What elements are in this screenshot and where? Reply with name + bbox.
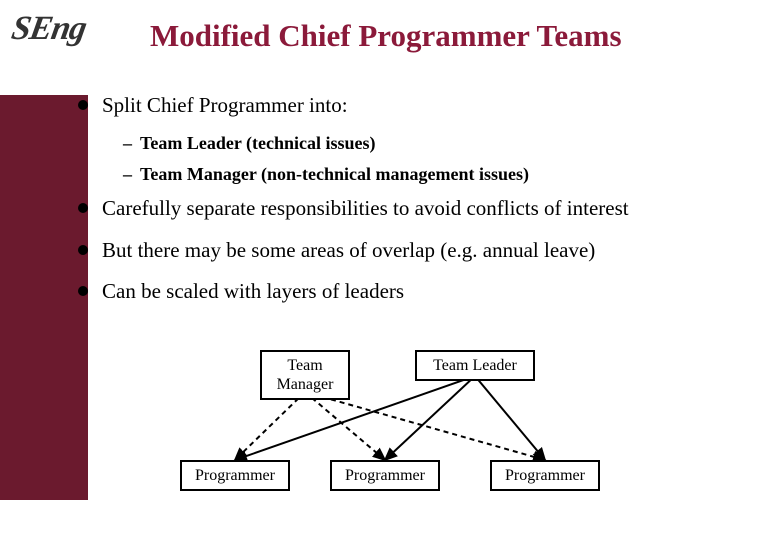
edge-tm-p3 bbox=[305, 392, 545, 460]
diagram-lines bbox=[150, 350, 650, 530]
edge-tl-p2 bbox=[385, 376, 475, 460]
sub-bullet-item: – Team Leader (technical issues) bbox=[123, 133, 768, 154]
bullet-icon bbox=[78, 203, 88, 213]
logo: SEng bbox=[9, 10, 89, 48]
dash-icon: – bbox=[123, 164, 132, 185]
bullet-item: Carefully separate responsibilities to a… bbox=[78, 195, 768, 222]
bullet-text: But there may be some areas of overlap (… bbox=[102, 237, 595, 264]
bullet-icon bbox=[78, 286, 88, 296]
edge-tm-p2 bbox=[305, 392, 385, 460]
diagram-node-tl: Team Leader bbox=[415, 350, 535, 381]
edge-tl-p3 bbox=[475, 376, 545, 460]
bullet-icon bbox=[78, 245, 88, 255]
content-area: Split Chief Programmer into: – Team Lead… bbox=[78, 92, 768, 319]
bullet-icon bbox=[78, 100, 88, 110]
bullet-text: Split Chief Programmer into: bbox=[102, 92, 348, 119]
bullet-item: Split Chief Programmer into: bbox=[78, 92, 768, 119]
bullet-item: Can be scaled with layers of leaders bbox=[78, 278, 768, 305]
sidebar-accent bbox=[0, 95, 88, 500]
diagram-node-tm: TeamManager bbox=[260, 350, 350, 400]
diagram-node-p3: Programmer bbox=[490, 460, 600, 491]
diagram-node-p2: Programmer bbox=[330, 460, 440, 491]
bullet-text: Can be scaled with layers of leaders bbox=[102, 278, 404, 305]
edge-tm-p1 bbox=[235, 392, 305, 460]
bullet-text: Carefully separate responsibilities to a… bbox=[102, 195, 629, 222]
org-diagram: TeamManager Team Leader Programmer Programm… bbox=[150, 350, 650, 530]
sub-bullet-text: Team Leader (technical issues) bbox=[140, 133, 376, 154]
diagram-node-p1: Programmer bbox=[180, 460, 290, 491]
sub-bullet-text: Team Manager (non-technical management i… bbox=[140, 164, 529, 185]
sub-bullet-item: – Team Manager (non-technical management… bbox=[123, 164, 768, 185]
dash-icon: – bbox=[123, 133, 132, 154]
bullet-item: But there may be some areas of overlap (… bbox=[78, 237, 768, 264]
slide-title: Modified Chief Programmer Teams bbox=[150, 18, 622, 54]
